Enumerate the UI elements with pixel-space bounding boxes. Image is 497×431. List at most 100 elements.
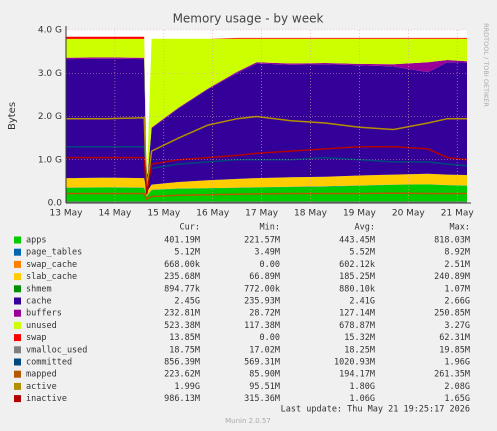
x-tick-label: 15 May — [147, 209, 181, 219]
x-tick-label: 13 May — [50, 209, 84, 219]
legend-swatch — [14, 309, 21, 317]
legend-label: swap_cache — [26, 260, 77, 270]
legend-swatch — [14, 382, 21, 390]
legend-stat: 1.96G — [444, 358, 470, 368]
legend-stat: 0.00 — [260, 260, 280, 270]
legend-stat: 17.02M — [249, 345, 280, 355]
stats-header: Cur: — [180, 223, 200, 233]
stats-header: Min: — [260, 223, 280, 233]
last-update: Last update: Thu May 21 19:25:17 2026 — [281, 405, 470, 415]
legend-label: cache — [26, 297, 52, 307]
legend-stat: 678.87M — [339, 321, 375, 331]
legend-stat: 95.51M — [249, 382, 280, 392]
y-tick-label: 1.0 G — [38, 155, 62, 165]
legend-stat: 250.85M — [434, 309, 470, 319]
legend-stat: 13.85M — [169, 333, 200, 343]
x-tick-label: 18 May — [294, 209, 328, 219]
legend-stat: 19.85M — [439, 345, 470, 355]
legend-stat: 235.93M — [244, 297, 280, 307]
legend-stat: 1.80G — [349, 382, 375, 392]
legend-stat: 401.19M — [164, 236, 200, 246]
stats-header: Max: — [450, 223, 470, 233]
area-cache — [66, 58, 467, 193]
legend-stat: 856.39M — [164, 358, 200, 368]
legend-stat: 894.77k — [164, 284, 200, 294]
legend-stat: 986.13M — [164, 394, 200, 404]
legend-swatch — [14, 273, 21, 281]
legend-label: inactive — [26, 394, 67, 404]
x-tick-label: 19 May — [343, 209, 377, 219]
legend-stat: 2.66G — [444, 297, 470, 307]
legend-stat: 0.00 — [260, 333, 280, 343]
side-label: RRDTOOL / TOBI OETIKER — [482, 23, 490, 107]
stats-header: Avg: — [355, 223, 375, 233]
y-tick-label: 3.0 G — [38, 69, 62, 79]
legend-stat: 66.89M — [249, 272, 280, 282]
legend-stat: 5.12M — [174, 248, 200, 258]
legend-swatch — [14, 321, 21, 329]
legend-label: swap — [26, 333, 46, 343]
legend-label: committed — [26, 358, 72, 368]
legend-stat: 18.75M — [169, 345, 200, 355]
legend-stat: 185.25M — [339, 272, 375, 282]
legend-stat: 1.99G — [174, 382, 200, 392]
legend-stat: 8.92M — [444, 248, 470, 258]
legend-stat: 772.00k — [244, 284, 280, 294]
legend-swatch — [14, 236, 21, 244]
legend-stat: 2.41G — [349, 297, 375, 307]
y-tick-label: 4.0 G — [38, 26, 62, 36]
legend-label: buffers — [26, 309, 62, 319]
y-tick-label: 0.0 — [48, 199, 63, 209]
y-tick-label: 2.0 G — [38, 112, 62, 122]
legend-stat: 569.31M — [244, 358, 280, 368]
y-axis-label: Bytes — [7, 102, 18, 130]
legend-stat: 3.27G — [444, 321, 470, 331]
legend-swatch — [14, 248, 21, 256]
legend-swatch — [14, 285, 21, 293]
legend-stat: 818.03M — [434, 236, 470, 246]
legend-stat: 235.68M — [164, 272, 200, 282]
legend-stat: 18.25M — [344, 345, 375, 355]
legend-swatch — [14, 260, 21, 268]
legend-stat: 240.89M — [434, 272, 470, 282]
x-tick-label: 16 May — [196, 209, 230, 219]
legend-stat: 315.36M — [244, 394, 280, 404]
legend-swatch — [14, 346, 21, 354]
legend-stat: 1.07M — [444, 284, 470, 294]
legend-stat: 880.10k — [339, 284, 375, 294]
line-active — [66, 115, 467, 191]
legend-stat: 221.57M — [244, 236, 280, 246]
x-tick-label: 17 May — [245, 209, 279, 219]
chart-title: Memory usage - by week — [173, 12, 324, 26]
legend-stat: 1.65G — [444, 394, 470, 404]
legend-stat: 117.38M — [244, 321, 280, 331]
legend-stat: 443.45M — [339, 236, 375, 246]
legend-stat: 1020.93M — [334, 358, 375, 368]
line-mapped — [66, 192, 467, 201]
legend-label: vmalloc_used — [26, 345, 87, 355]
area-unused — [66, 38, 467, 188]
legend-swatch — [14, 297, 21, 305]
legend-swatch — [14, 370, 21, 378]
legend-stat: 232.81M — [164, 309, 200, 319]
legend-stat: 85.90M — [249, 370, 280, 380]
legend-stat: 127.14M — [339, 309, 375, 319]
legend-stat: 223.62M — [164, 370, 200, 380]
legend-stat: 602.12k — [339, 260, 375, 270]
legend-stat: 523.38M — [164, 321, 200, 331]
area-buffers — [66, 57, 467, 188]
legend-label: unused — [26, 321, 57, 331]
legend-label: shmem — [26, 284, 52, 294]
legend-swatch — [14, 395, 21, 403]
legend-stat: 62.31M — [439, 333, 470, 343]
x-tick-label: 21 May — [441, 209, 475, 219]
legend-label: apps — [26, 236, 46, 246]
legend-stat: 1.06G — [349, 394, 375, 404]
legend-stat: 261.35M — [434, 370, 470, 380]
legend-swatch — [14, 334, 21, 342]
legend-label: page_tables — [26, 248, 82, 258]
legend-stat: 668.00k — [164, 260, 200, 270]
legend-label: mapped — [26, 370, 57, 380]
